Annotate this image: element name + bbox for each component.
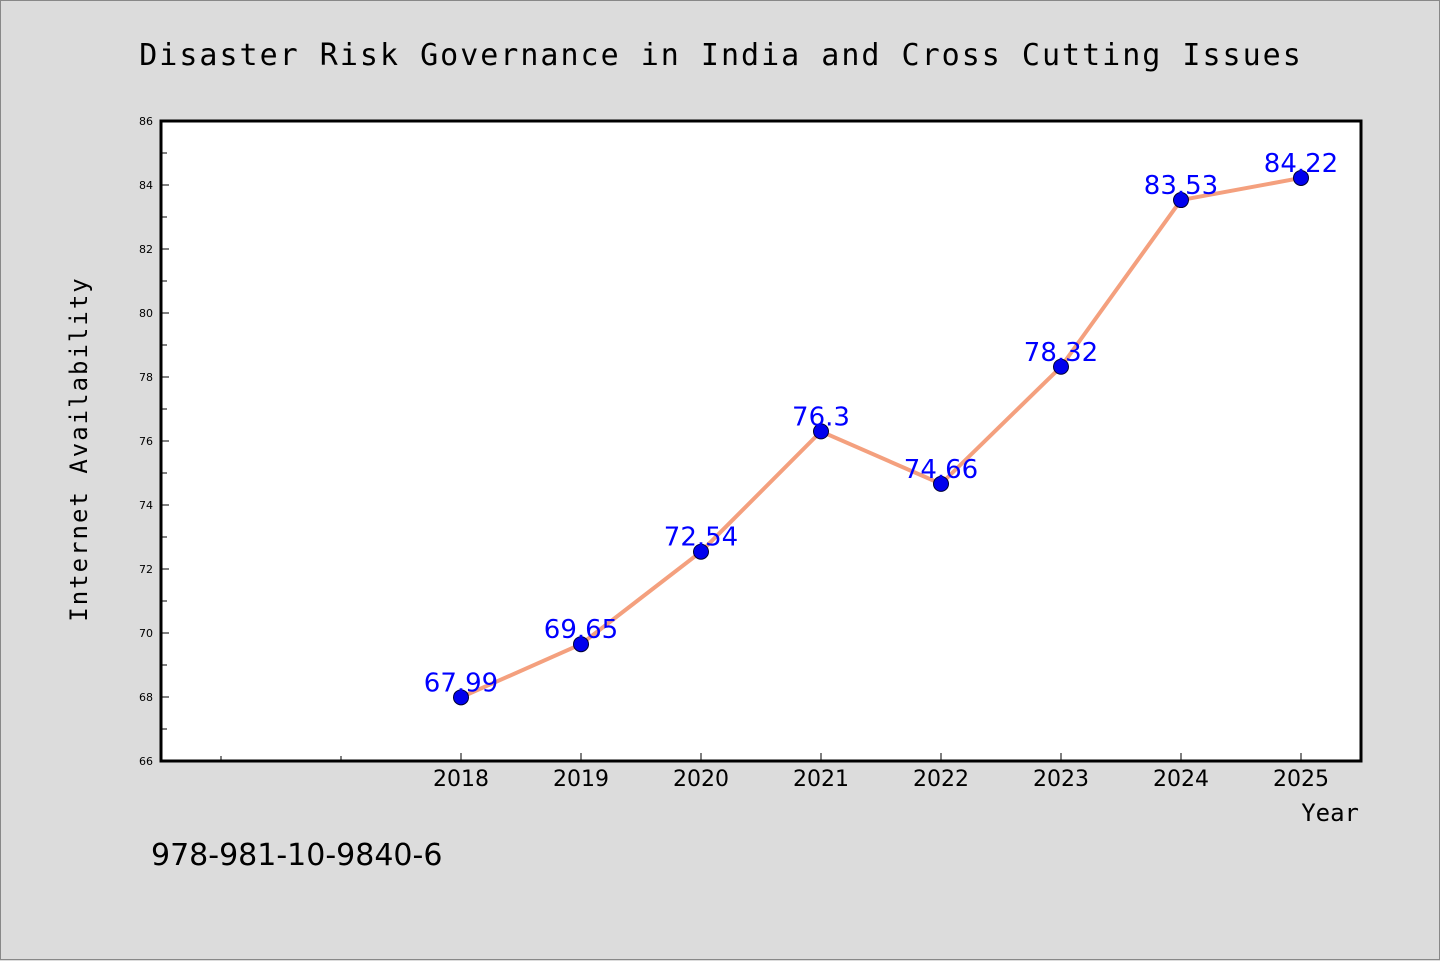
y-tick-label: 76: [139, 435, 153, 448]
y-tick-label: 84: [139, 179, 153, 192]
x-tick-label: 2024: [1153, 767, 1209, 792]
y-axis: 66 68 70 72 74 76 78 80 82 84 86: [139, 115, 169, 768]
data-value-label: 83.53: [1144, 171, 1218, 201]
data-point-marker: [573, 636, 589, 653]
y-tick-label: 66: [139, 755, 153, 768]
data-point-marker: [933, 475, 949, 492]
y-tick-label: 80: [139, 307, 153, 320]
data-point-marker: [453, 689, 469, 706]
chart-title: Disaster Risk Governance in India and Cr…: [139, 38, 1303, 73]
data-point-marker: [1053, 358, 1069, 375]
data-labels: 67.99 69.65 72.54 76.3 74.66 78.32 83.53 84.22: [424, 149, 1338, 698]
data-value-label: 69.65: [544, 615, 618, 645]
data-value-label: 76.3: [792, 402, 850, 432]
y-tick-label: 78: [139, 371, 153, 384]
plot-area: [159, 119, 1363, 763]
data-value-label: 72.54: [664, 523, 738, 553]
y-tick-label: 74: [139, 499, 153, 512]
data-value-label: 67.99: [424, 668, 498, 698]
data-point-marker: [813, 423, 829, 440]
x-tick-label: 2022: [913, 767, 969, 792]
data-value-label: 84.22: [1264, 149, 1338, 179]
y-tick-label: 82: [139, 243, 153, 256]
data-value-label: 74.66: [904, 455, 978, 485]
series-line-group: [453, 169, 1309, 706]
data-point-marker: [1173, 192, 1189, 209]
x-tick-label: 2019: [553, 767, 609, 792]
series-line: [460, 175, 1302, 700]
x-tick-label: 2018: [433, 767, 489, 792]
isbn-footer: 978-981-10-9840-6: [151, 838, 442, 873]
x-tick-label: 2023: [1033, 767, 1089, 792]
x-tick-label: 2020: [673, 767, 729, 792]
x-tick-label: 2021: [793, 767, 849, 792]
y-tick-label: 72: [139, 563, 153, 576]
x-tick-label: 2025: [1273, 767, 1329, 792]
x-axis: 2018 2019 2020 2021 2022 2023 2024 2025: [220, 753, 1329, 792]
data-value-label: 78.32: [1024, 338, 1098, 368]
y-tick-label: 68: [139, 691, 153, 704]
y-tick-label: 86: [139, 115, 153, 128]
data-point-marker: [1293, 169, 1309, 186]
y-axis-label: Internet Availability: [65, 276, 93, 621]
x-axis-label: Year: [1301, 799, 1359, 827]
y-tick-label: 70: [139, 627, 153, 640]
data-point-marker: [693, 543, 709, 560]
